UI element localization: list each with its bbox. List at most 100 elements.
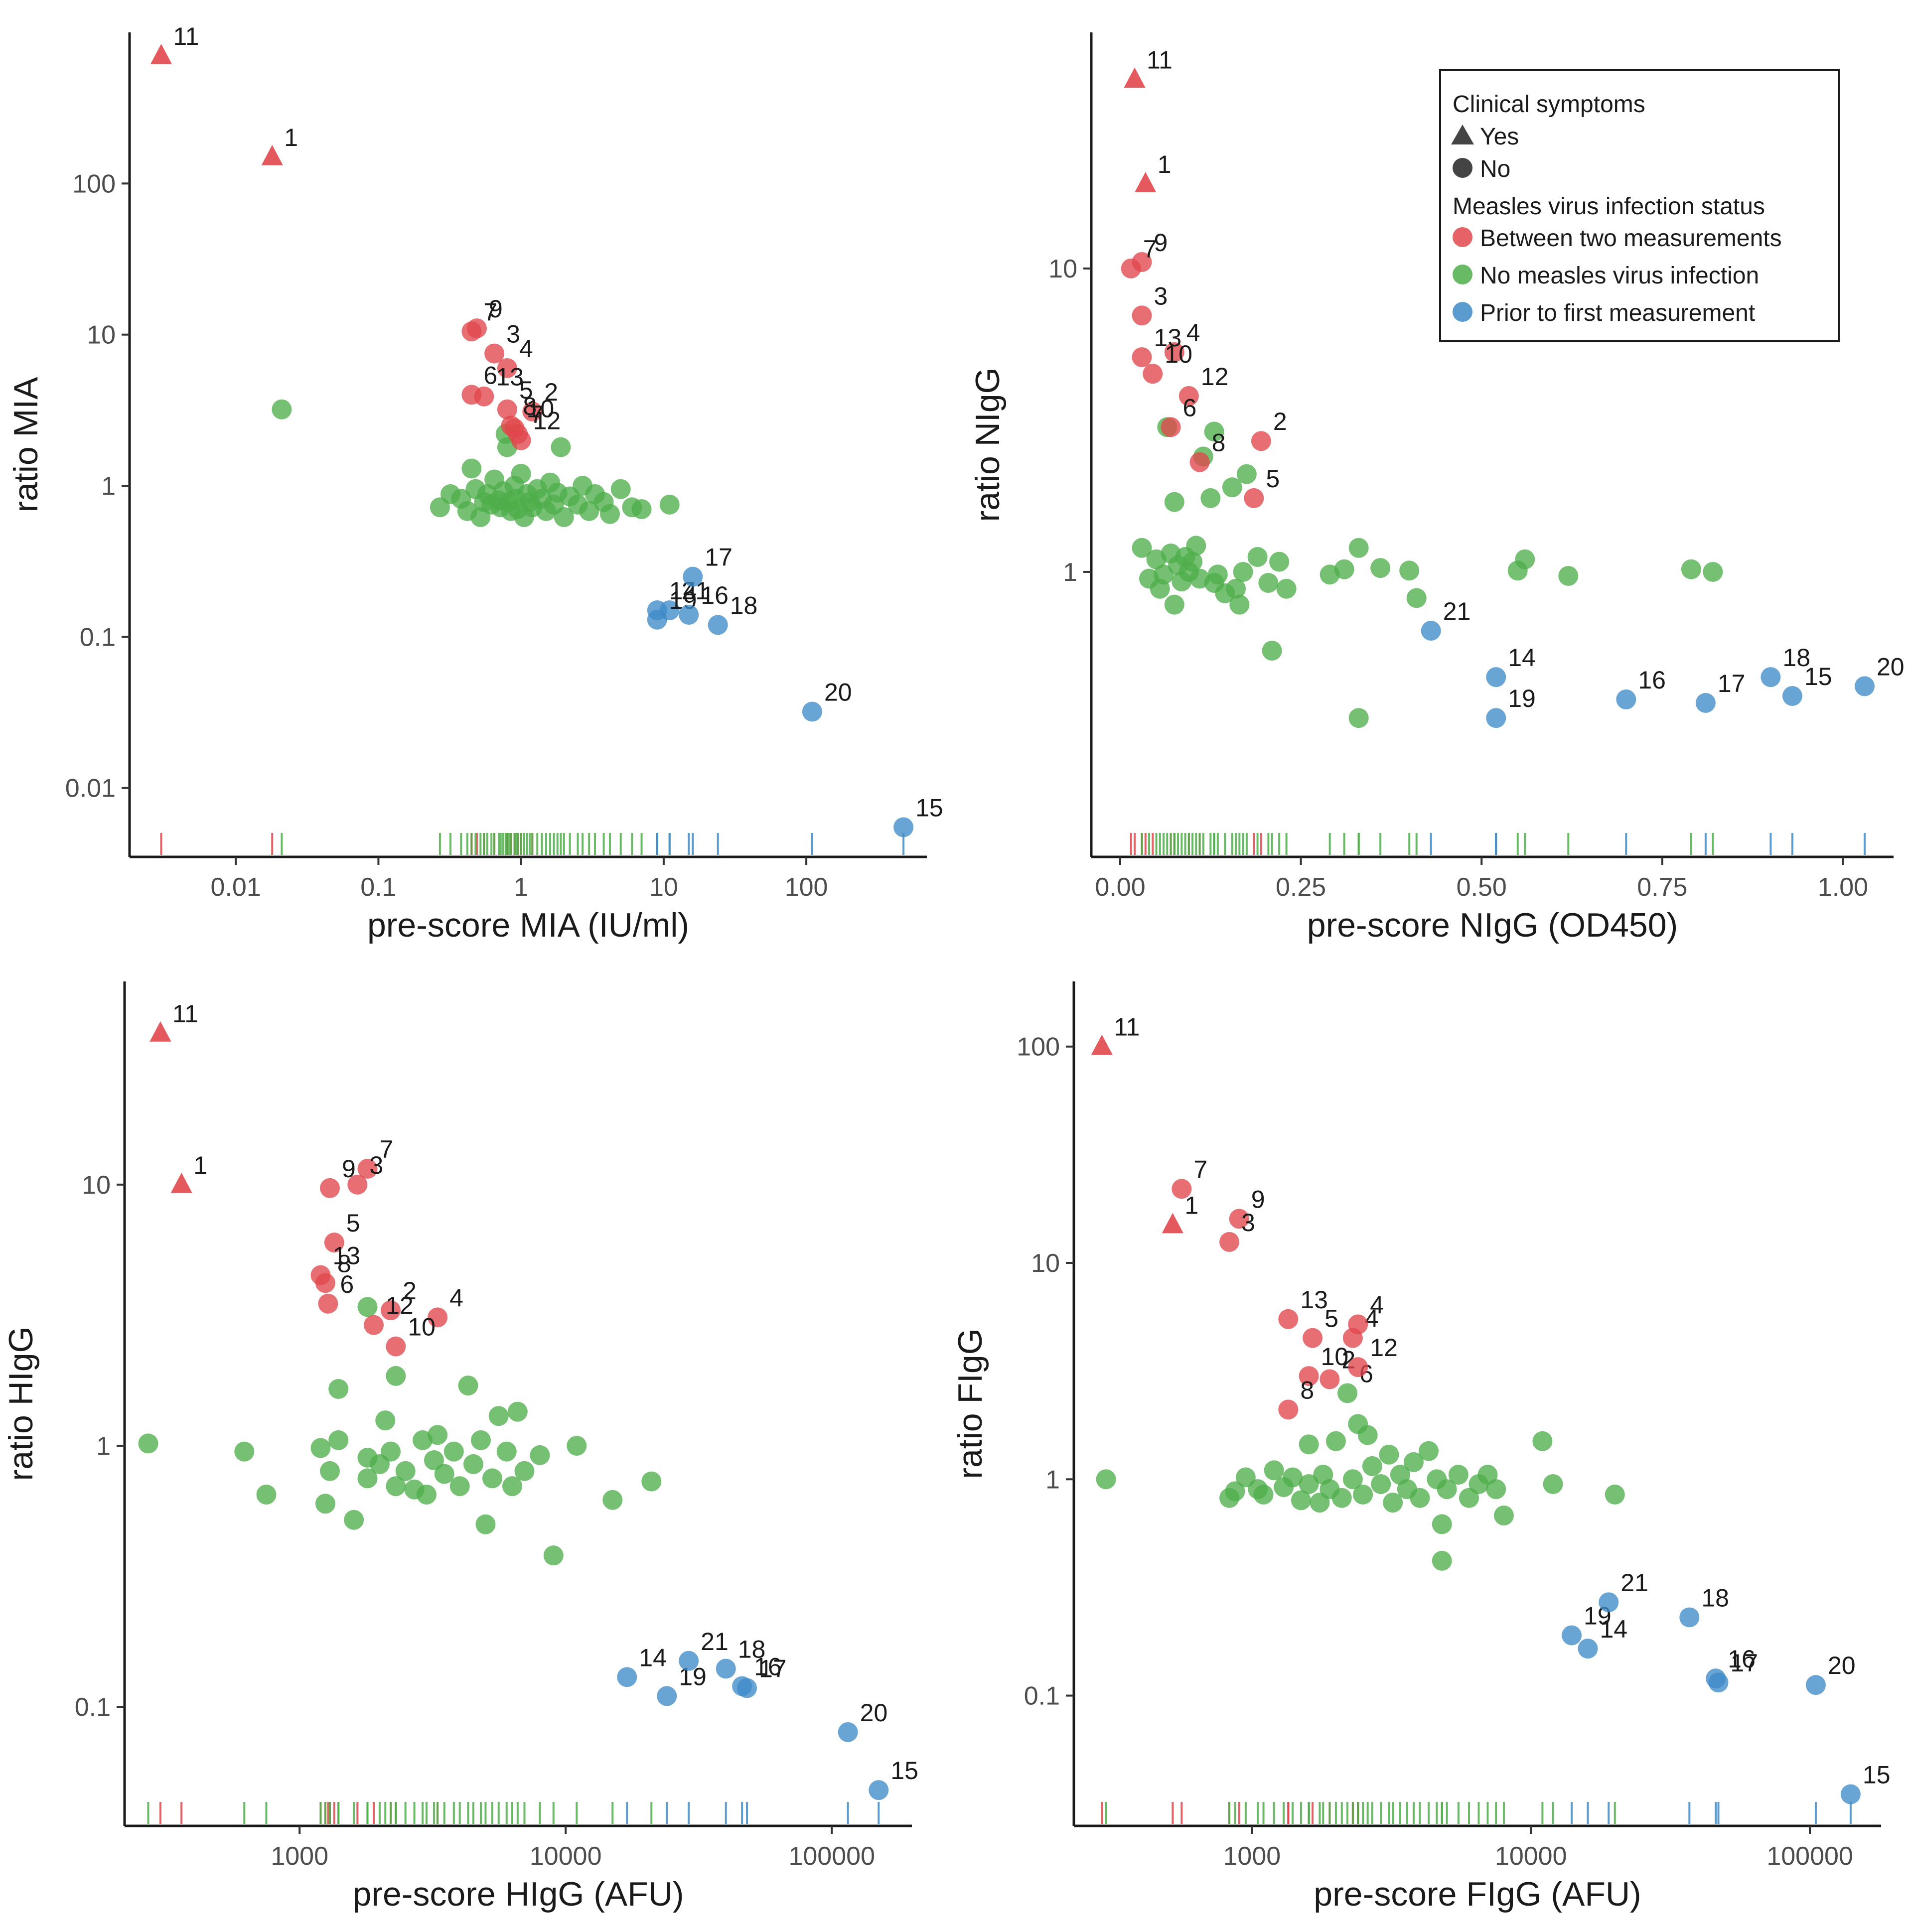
- data-point: [1334, 559, 1354, 579]
- data-point: [1419, 1441, 1439, 1461]
- data-point: [1840, 1784, 1861, 1804]
- point-label: 16: [754, 1653, 782, 1681]
- data-point: [1331, 1488, 1352, 1508]
- y-tick-label: 0.01: [65, 774, 116, 803]
- data-point-triangle: [149, 1021, 171, 1042]
- data-point: [1262, 641, 1282, 661]
- data-point: [1233, 561, 1253, 582]
- data-point: [1532, 1431, 1553, 1451]
- point-label: 15: [1863, 1761, 1891, 1789]
- data-point: [1200, 488, 1221, 508]
- point-label: 17: [1730, 1649, 1758, 1677]
- point-label: 5: [346, 1209, 360, 1237]
- point-label: 20: [1828, 1652, 1856, 1679]
- point-label: 17: [1718, 670, 1746, 697]
- data-point: [1406, 588, 1427, 608]
- higg-y-axis-title: ratio HIgG: [2, 1327, 40, 1481]
- data-point: [551, 437, 571, 457]
- data-point: [484, 343, 505, 364]
- point-label: 12: [386, 1292, 414, 1320]
- data-point: [1486, 708, 1506, 728]
- point-label: 18: [738, 1635, 766, 1663]
- data-point: [1348, 1357, 1368, 1378]
- data-point: [375, 1410, 396, 1431]
- data-point: [1204, 421, 1224, 442]
- data-point: [1410, 1488, 1430, 1508]
- point-label: 8: [1300, 1376, 1314, 1404]
- legend-symptoms-no: No: [1480, 156, 1510, 182]
- data-point: [1486, 667, 1506, 688]
- point-label: 21: [701, 1628, 729, 1656]
- data-point: [1448, 1465, 1468, 1485]
- point-label: 10: [1321, 1343, 1349, 1371]
- point-label: 9: [489, 295, 503, 323]
- data-point: [474, 386, 494, 407]
- data-point: [1207, 564, 1228, 585]
- data-point: [434, 1464, 454, 1484]
- data-point: [1370, 558, 1391, 578]
- data-point: [1278, 1399, 1299, 1420]
- data-point: [631, 499, 652, 520]
- x-tick-label: 1000: [271, 1842, 328, 1871]
- data-point: [522, 401, 543, 421]
- data-point: [504, 418, 525, 438]
- point-label: 11: [1114, 1013, 1140, 1041]
- x-tick-label: 0.00: [1095, 873, 1145, 902]
- point-label: 16: [1638, 666, 1666, 694]
- mia-y-axis-title: ratio MIA: [7, 377, 45, 513]
- data-point: [1578, 1639, 1598, 1659]
- point-label: 5: [1266, 465, 1280, 493]
- y-tick-label: 100: [1017, 1033, 1060, 1062]
- data-point: [514, 1461, 535, 1481]
- x-tick-label: 100000: [1766, 1842, 1853, 1871]
- data-point: [1264, 1460, 1284, 1481]
- point-label: 4: [1186, 319, 1200, 347]
- data-point: [1348, 538, 1369, 558]
- point-label: 15: [915, 794, 943, 822]
- point-label: 15: [890, 1757, 918, 1785]
- data-point: [647, 609, 667, 630]
- data-point: [1150, 578, 1170, 599]
- y-tick-label: 0.1: [1024, 1682, 1060, 1711]
- point-label: 11: [173, 22, 199, 50]
- data-point: [1244, 488, 1264, 508]
- point-label: 8: [337, 1249, 351, 1277]
- point-label: 16: [1728, 1645, 1756, 1673]
- x-tick-label: 1.00: [1818, 873, 1868, 902]
- y-tick-label: 10: [1048, 255, 1077, 283]
- data-point: [1605, 1484, 1625, 1505]
- data-point: [428, 1307, 448, 1328]
- x-tick-label: 100: [785, 873, 828, 902]
- data-point: [449, 1476, 470, 1497]
- point-label: 9: [342, 1155, 356, 1183]
- y-tick-label: 1: [101, 472, 116, 501]
- point-label: 7: [379, 1135, 393, 1163]
- data-point: [1371, 1474, 1391, 1494]
- point-label: 9: [1154, 229, 1168, 257]
- data-point: [1695, 692, 1716, 713]
- data-point: [1161, 417, 1181, 437]
- data-point: [737, 1678, 757, 1698]
- data-point: [1515, 549, 1535, 569]
- data-point: [1299, 1434, 1319, 1455]
- data-point: [416, 1484, 437, 1505]
- point-label: 18: [1782, 644, 1810, 672]
- point-label: 3: [1241, 1209, 1255, 1237]
- point-label: 13: [1154, 324, 1182, 352]
- data-point: [1681, 559, 1701, 579]
- data-point: [1348, 1314, 1368, 1335]
- legend-triangle-icon: [1451, 125, 1474, 144]
- data-point: [318, 1293, 338, 1314]
- x-tick-label: 1: [514, 873, 528, 902]
- data-point: [386, 1366, 406, 1386]
- data-point: [543, 1545, 564, 1566]
- data-point: [324, 1233, 344, 1253]
- data-point: [617, 1667, 637, 1687]
- data-point: [482, 1468, 502, 1489]
- point-label: 17: [705, 544, 733, 571]
- data-point: [1189, 452, 1210, 472]
- data-point: [1782, 686, 1802, 706]
- data-point: [381, 1441, 401, 1462]
- data-point: [1299, 1366, 1319, 1386]
- data-point: [1348, 708, 1369, 728]
